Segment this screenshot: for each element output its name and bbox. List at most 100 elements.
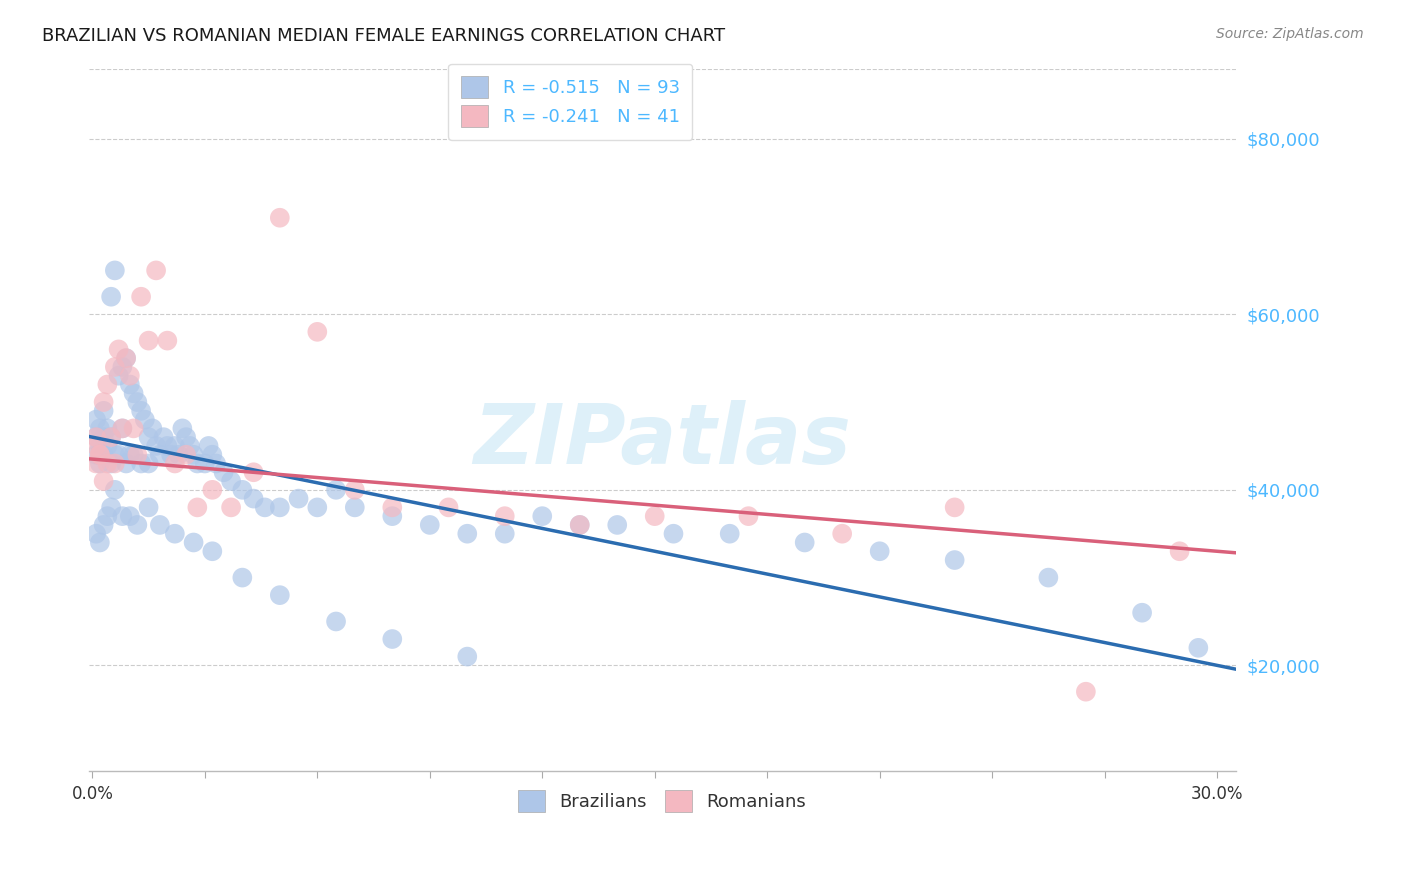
- Point: [93, 430, 115, 444]
- Point: [186, 457, 208, 471]
- Point: [115, 351, 138, 366]
- Point: [269, 500, 291, 515]
- Point: [219, 474, 242, 488]
- Point: [160, 448, 183, 462]
- Point: [212, 465, 235, 479]
- Point: [100, 500, 122, 515]
- Point: [149, 448, 172, 462]
- Point: [107, 448, 129, 462]
- Point: [138, 430, 160, 444]
- Point: [174, 448, 197, 462]
- Point: [115, 351, 138, 366]
- Point: [381, 509, 404, 524]
- Point: [93, 474, 115, 488]
- Point: [174, 430, 197, 444]
- Point: [197, 439, 219, 453]
- Point: [183, 535, 205, 549]
- Point: [1074, 684, 1097, 698]
- Point: [111, 359, 134, 374]
- Point: [93, 404, 115, 418]
- Point: [96, 421, 118, 435]
- Point: [104, 483, 127, 497]
- Point: [163, 526, 186, 541]
- Point: [89, 448, 111, 462]
- Point: [104, 263, 127, 277]
- Point: [107, 368, 129, 383]
- Point: [163, 439, 186, 453]
- Point: [100, 457, 122, 471]
- Point: [793, 535, 815, 549]
- Point: [122, 386, 145, 401]
- Point: [89, 439, 111, 453]
- Point: [111, 421, 134, 435]
- Point: [84, 526, 107, 541]
- Point: [152, 430, 174, 444]
- Point: [343, 500, 366, 515]
- Point: [104, 448, 127, 462]
- Point: [494, 526, 516, 541]
- Point: [138, 334, 160, 348]
- Point: [122, 421, 145, 435]
- Point: [381, 500, 404, 515]
- Point: [84, 457, 107, 471]
- Point: [84, 439, 107, 453]
- Point: [118, 377, 141, 392]
- Point: [104, 457, 127, 471]
- Point: [156, 439, 179, 453]
- Point: [219, 500, 242, 515]
- Point: [253, 500, 276, 515]
- Point: [325, 615, 347, 629]
- Point: [231, 571, 253, 585]
- Point: [242, 465, 264, 479]
- Point: [1168, 544, 1191, 558]
- Point: [737, 509, 759, 524]
- Point: [100, 430, 122, 444]
- Point: [93, 448, 115, 462]
- Point: [943, 553, 966, 567]
- Point: [118, 448, 141, 462]
- Point: [201, 483, 224, 497]
- Point: [644, 509, 666, 524]
- Point: [84, 430, 107, 444]
- Point: [89, 448, 111, 462]
- Point: [96, 457, 118, 471]
- Point: [231, 483, 253, 497]
- Point: [100, 430, 122, 444]
- Point: [129, 404, 152, 418]
- Point: [96, 377, 118, 392]
- Point: [606, 517, 628, 532]
- Point: [145, 263, 167, 277]
- Point: [118, 368, 141, 383]
- Point: [179, 439, 201, 453]
- Point: [269, 588, 291, 602]
- Point: [138, 500, 160, 515]
- Point: [141, 421, 163, 435]
- Point: [307, 325, 329, 339]
- Point: [437, 500, 460, 515]
- Point: [163, 457, 186, 471]
- Point: [115, 457, 138, 471]
- Point: [183, 448, 205, 462]
- Point: [96, 439, 118, 453]
- Point: [201, 544, 224, 558]
- Point: [419, 517, 441, 532]
- Point: [343, 483, 366, 497]
- Point: [568, 517, 591, 532]
- Point: [456, 526, 478, 541]
- Text: ZIPatlas: ZIPatlas: [474, 401, 851, 481]
- Point: [869, 544, 891, 558]
- Legend: Brazilians, Romanians: Brazilians, Romanians: [505, 778, 820, 825]
- Point: [93, 395, 115, 409]
- Point: [381, 632, 404, 646]
- Point: [943, 500, 966, 515]
- Point: [96, 509, 118, 524]
- Point: [127, 448, 149, 462]
- Point: [89, 535, 111, 549]
- Point: [127, 395, 149, 409]
- Point: [494, 509, 516, 524]
- Point: [662, 526, 685, 541]
- Point: [138, 457, 160, 471]
- Point: [156, 334, 179, 348]
- Point: [269, 211, 291, 225]
- Point: [831, 526, 853, 541]
